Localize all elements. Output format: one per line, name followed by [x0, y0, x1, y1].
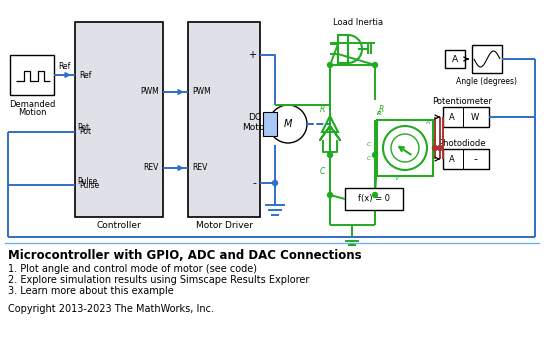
Text: C: C	[367, 142, 371, 147]
Text: Motion: Motion	[18, 108, 46, 117]
Text: REV: REV	[144, 163, 159, 173]
Text: DC: DC	[249, 114, 262, 122]
Circle shape	[373, 193, 378, 197]
Text: V: V	[395, 176, 399, 181]
FancyBboxPatch shape	[75, 22, 163, 217]
Circle shape	[373, 152, 378, 158]
Text: 1. Plot angle and control mode of motor (see code): 1. Plot angle and control mode of motor …	[8, 264, 257, 274]
Text: C: C	[367, 155, 371, 161]
Text: R: R	[379, 105, 384, 115]
Text: Motor Driver: Motor Driver	[195, 221, 252, 230]
FancyBboxPatch shape	[377, 120, 433, 176]
Text: Pulse: Pulse	[79, 180, 99, 190]
Text: +: +	[248, 50, 256, 60]
Text: PWM: PWM	[140, 88, 159, 97]
Text: Motor: Motor	[242, 123, 268, 133]
FancyBboxPatch shape	[10, 55, 54, 95]
FancyBboxPatch shape	[443, 149, 489, 169]
Text: M: M	[284, 119, 292, 129]
Text: f(x) = 0: f(x) = 0	[358, 194, 390, 204]
Text: PWM: PWM	[192, 88, 211, 97]
FancyBboxPatch shape	[472, 45, 502, 73]
Text: R: R	[377, 111, 381, 116]
Circle shape	[432, 146, 437, 150]
FancyBboxPatch shape	[263, 112, 277, 136]
Text: Potentiometer: Potentiometer	[432, 97, 492, 106]
Text: Pot: Pot	[77, 123, 89, 133]
Text: Ref: Ref	[79, 71, 91, 79]
Text: A: A	[452, 55, 458, 63]
Text: A: A	[449, 154, 455, 163]
Text: Pot: Pot	[79, 128, 91, 136]
Circle shape	[327, 193, 332, 197]
FancyBboxPatch shape	[443, 107, 489, 127]
Text: Pulse: Pulse	[77, 177, 97, 186]
Text: 3. Learn more about this example: 3. Learn more about this example	[8, 286, 174, 296]
Text: A: A	[449, 113, 455, 121]
Circle shape	[273, 180, 277, 186]
FancyBboxPatch shape	[188, 22, 260, 217]
Text: C: C	[319, 167, 325, 177]
Circle shape	[373, 62, 378, 68]
FancyBboxPatch shape	[445, 50, 465, 68]
Text: R: R	[377, 111, 381, 116]
Circle shape	[437, 146, 442, 150]
Text: Demanded: Demanded	[9, 100, 55, 109]
Circle shape	[327, 62, 332, 68]
Text: Load Inertia: Load Inertia	[333, 18, 383, 27]
Text: W: W	[471, 113, 479, 121]
Text: 2. Explore simulation results using Simscape Results Explorer: 2. Explore simulation results using Sims…	[8, 275, 310, 285]
Text: Angle (degrees): Angle (degrees)	[456, 77, 517, 86]
Circle shape	[327, 152, 332, 158]
Text: Controller: Controller	[97, 221, 141, 230]
FancyBboxPatch shape	[345, 188, 403, 210]
Text: REV: REV	[192, 163, 207, 173]
Text: Copyright 2013-2023 The MathWorks, Inc.: Copyright 2013-2023 The MathWorks, Inc.	[8, 304, 214, 314]
Text: Photodiode: Photodiode	[438, 139, 486, 148]
Text: -: -	[252, 178, 256, 188]
Text: Ref: Ref	[58, 62, 71, 71]
FancyBboxPatch shape	[338, 35, 348, 63]
Text: A: A	[425, 120, 429, 125]
Text: -: -	[473, 154, 477, 164]
Text: R: R	[319, 105, 325, 115]
Text: Microcontroller with GPIO, ADC and DAC Connections: Microcontroller with GPIO, ADC and DAC C…	[8, 249, 362, 262]
